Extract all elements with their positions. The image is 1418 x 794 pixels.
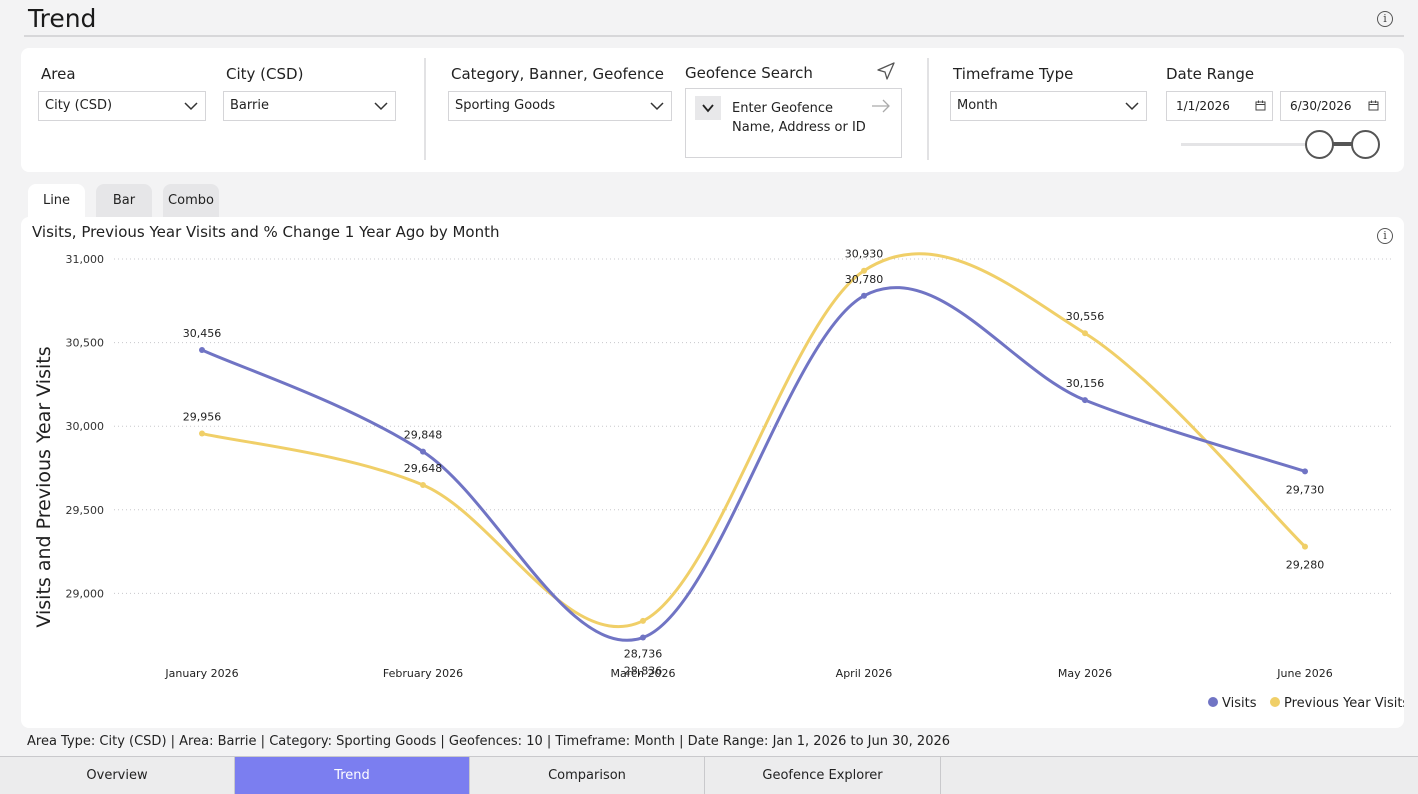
tab-combo[interactable]: Combo — [163, 184, 219, 218]
previous-year-data-label: 28,836 — [624, 665, 663, 678]
city-label: City (CSD) — [226, 65, 304, 83]
tab-bar[interactable]: Bar — [96, 184, 152, 218]
filter-panel: Area City (CSD) City (CSD) Barrie Catego… — [21, 48, 1404, 172]
previous-year-point — [1082, 330, 1088, 337]
tab-comparison[interactable]: Comparison — [470, 757, 705, 794]
date-range-label: Date Range — [1166, 65, 1255, 83]
previous-year-point — [199, 430, 205, 437]
date-slider-track[interactable] — [1181, 143, 1371, 146]
city-dropdown-value: Barrie — [230, 98, 269, 113]
legend-visits-marker — [1208, 697, 1218, 707]
chart-panel: Visits, Previous Year Visits and % Chang… — [21, 217, 1404, 728]
x-tick-label: June 2026 — [1276, 667, 1332, 680]
calendar-icon — [1368, 100, 1379, 111]
page-title: Trend — [28, 4, 97, 33]
previous-year-point — [861, 267, 867, 274]
x-tick-label: March 2026 — [610, 667, 675, 680]
visits-point — [1302, 468, 1308, 475]
end-date-input[interactable]: 6/30/2026 — [1280, 91, 1386, 121]
y-tick-label: 29,000 — [66, 587, 105, 600]
legend-visits-label: Visits — [1222, 696, 1257, 711]
previous-year-point — [420, 482, 426, 489]
legend-previous-year-marker — [1270, 697, 1280, 707]
previous-year-point — [640, 617, 646, 624]
chevron-down-icon — [184, 102, 198, 111]
previous-year-data-label: 30,556 — [1066, 310, 1105, 323]
date-slider-start-handle[interactable] — [1305, 130, 1334, 159]
visits-data-label: 29,730 — [1286, 483, 1325, 496]
previous-year-visits-line — [201, 252, 1307, 629]
timeframe-dropdown-value: Month — [957, 98, 998, 113]
info-icon[interactable]: i — [1377, 228, 1393, 244]
start-date-value: 1/1/2026 — [1176, 99, 1230, 113]
previous-year-point — [1302, 543, 1308, 550]
navigation-arrow-icon[interactable] — [876, 62, 896, 80]
y-tick-label: 30,000 — [66, 420, 105, 433]
filter-divider — [424, 58, 426, 160]
category-dropdown[interactable]: Sporting Goods — [448, 91, 672, 121]
timeframe-dropdown[interactable]: Month — [950, 91, 1147, 121]
visits-point — [1082, 397, 1088, 404]
previous-year-data-label: 30,930 — [845, 248, 884, 261]
previous-year-data-label: 29,280 — [1286, 559, 1325, 572]
x-tick-label: April 2026 — [836, 667, 893, 680]
y-tick-label: 30,500 — [66, 337, 105, 350]
category-dropdown-value: Sporting Goods — [455, 98, 556, 113]
visits-point — [640, 634, 646, 641]
calendar-icon — [1255, 100, 1266, 111]
visits-point — [420, 448, 426, 455]
visits-line — [201, 286, 1306, 642]
page-tabs-bar: Overview Trend Comparison Geofence Explo… — [0, 756, 1418, 794]
visits-data-label: 30,456 — [183, 327, 222, 340]
end-date-value: 6/30/2026 — [1290, 99, 1352, 113]
title-divider — [24, 35, 1404, 37]
chevron-down-icon — [1125, 102, 1139, 111]
start-date-input[interactable]: 1/1/2026 — [1166, 91, 1273, 121]
visits-data-label: 30,156 — [1066, 377, 1105, 390]
date-slider-end-handle[interactable] — [1351, 130, 1380, 159]
filter-summary: Area Type: City (CSD) | Area: Barrie | C… — [27, 734, 951, 749]
area-dropdown[interactable]: City (CSD) — [38, 91, 206, 121]
date-slider-range — [1331, 142, 1365, 146]
y-tick-label: 31,000 — [66, 253, 105, 266]
category-label: Category, Banner, Geofence — [451, 65, 665, 83]
chevron-down-icon — [374, 102, 388, 111]
legend-previous-year-label: Previous Year Visits — [1284, 696, 1404, 711]
y-axis-title: Visits and Previous Year Visits — [33, 346, 55, 627]
geofence-expand-button[interactable] — [695, 96, 721, 120]
tab-geofence-explorer[interactable]: Geofence Explorer — [705, 757, 941, 794]
x-tick-label: February 2026 — [383, 667, 463, 680]
geofence-search-input[interactable]: Enter Geofence Name, Address or ID — [732, 101, 866, 135]
y-tick-label: 29,500 — [66, 504, 105, 517]
visits-data-label: 28,736 — [624, 648, 663, 661]
area-label: Area — [41, 65, 76, 83]
area-dropdown-value: City (CSD) — [45, 98, 113, 113]
x-tick-label: May 2026 — [1058, 667, 1112, 680]
chevron-down-icon — [650, 102, 664, 111]
tab-overview[interactable]: Overview — [0, 757, 235, 794]
previous-year-data-label: 29,648 — [404, 462, 443, 475]
geofence-search-label: Geofence Search — [685, 64, 813, 82]
tab-trend[interactable]: Trend — [235, 757, 470, 794]
x-tick-label: January 2026 — [164, 667, 238, 680]
geofence-search-box: Enter Geofence Name, Address or ID — [685, 88, 902, 158]
info-icon[interactable]: i — [1377, 11, 1393, 27]
arrow-right-icon[interactable] — [871, 99, 891, 113]
tab-line[interactable]: Line — [28, 184, 85, 218]
city-dropdown[interactable]: Barrie — [223, 91, 396, 121]
visits-point — [861, 292, 867, 299]
visits-point — [199, 346, 205, 353]
chevron-down-icon — [702, 104, 714, 113]
timeframe-label: Timeframe Type — [953, 65, 1074, 83]
filter-divider — [927, 58, 929, 160]
line-chart: 29,000 29,500 30,000 30,500 31,000 Visits and… — [33, 248, 1404, 711]
chart-title: Visits, Previous Year Visits and % Chang… — [32, 223, 500, 241]
visits-data-label: 30,780 — [845, 273, 884, 286]
visits-data-label: 29,848 — [404, 429, 443, 442]
previous-year-data-label: 29,956 — [183, 411, 222, 424]
